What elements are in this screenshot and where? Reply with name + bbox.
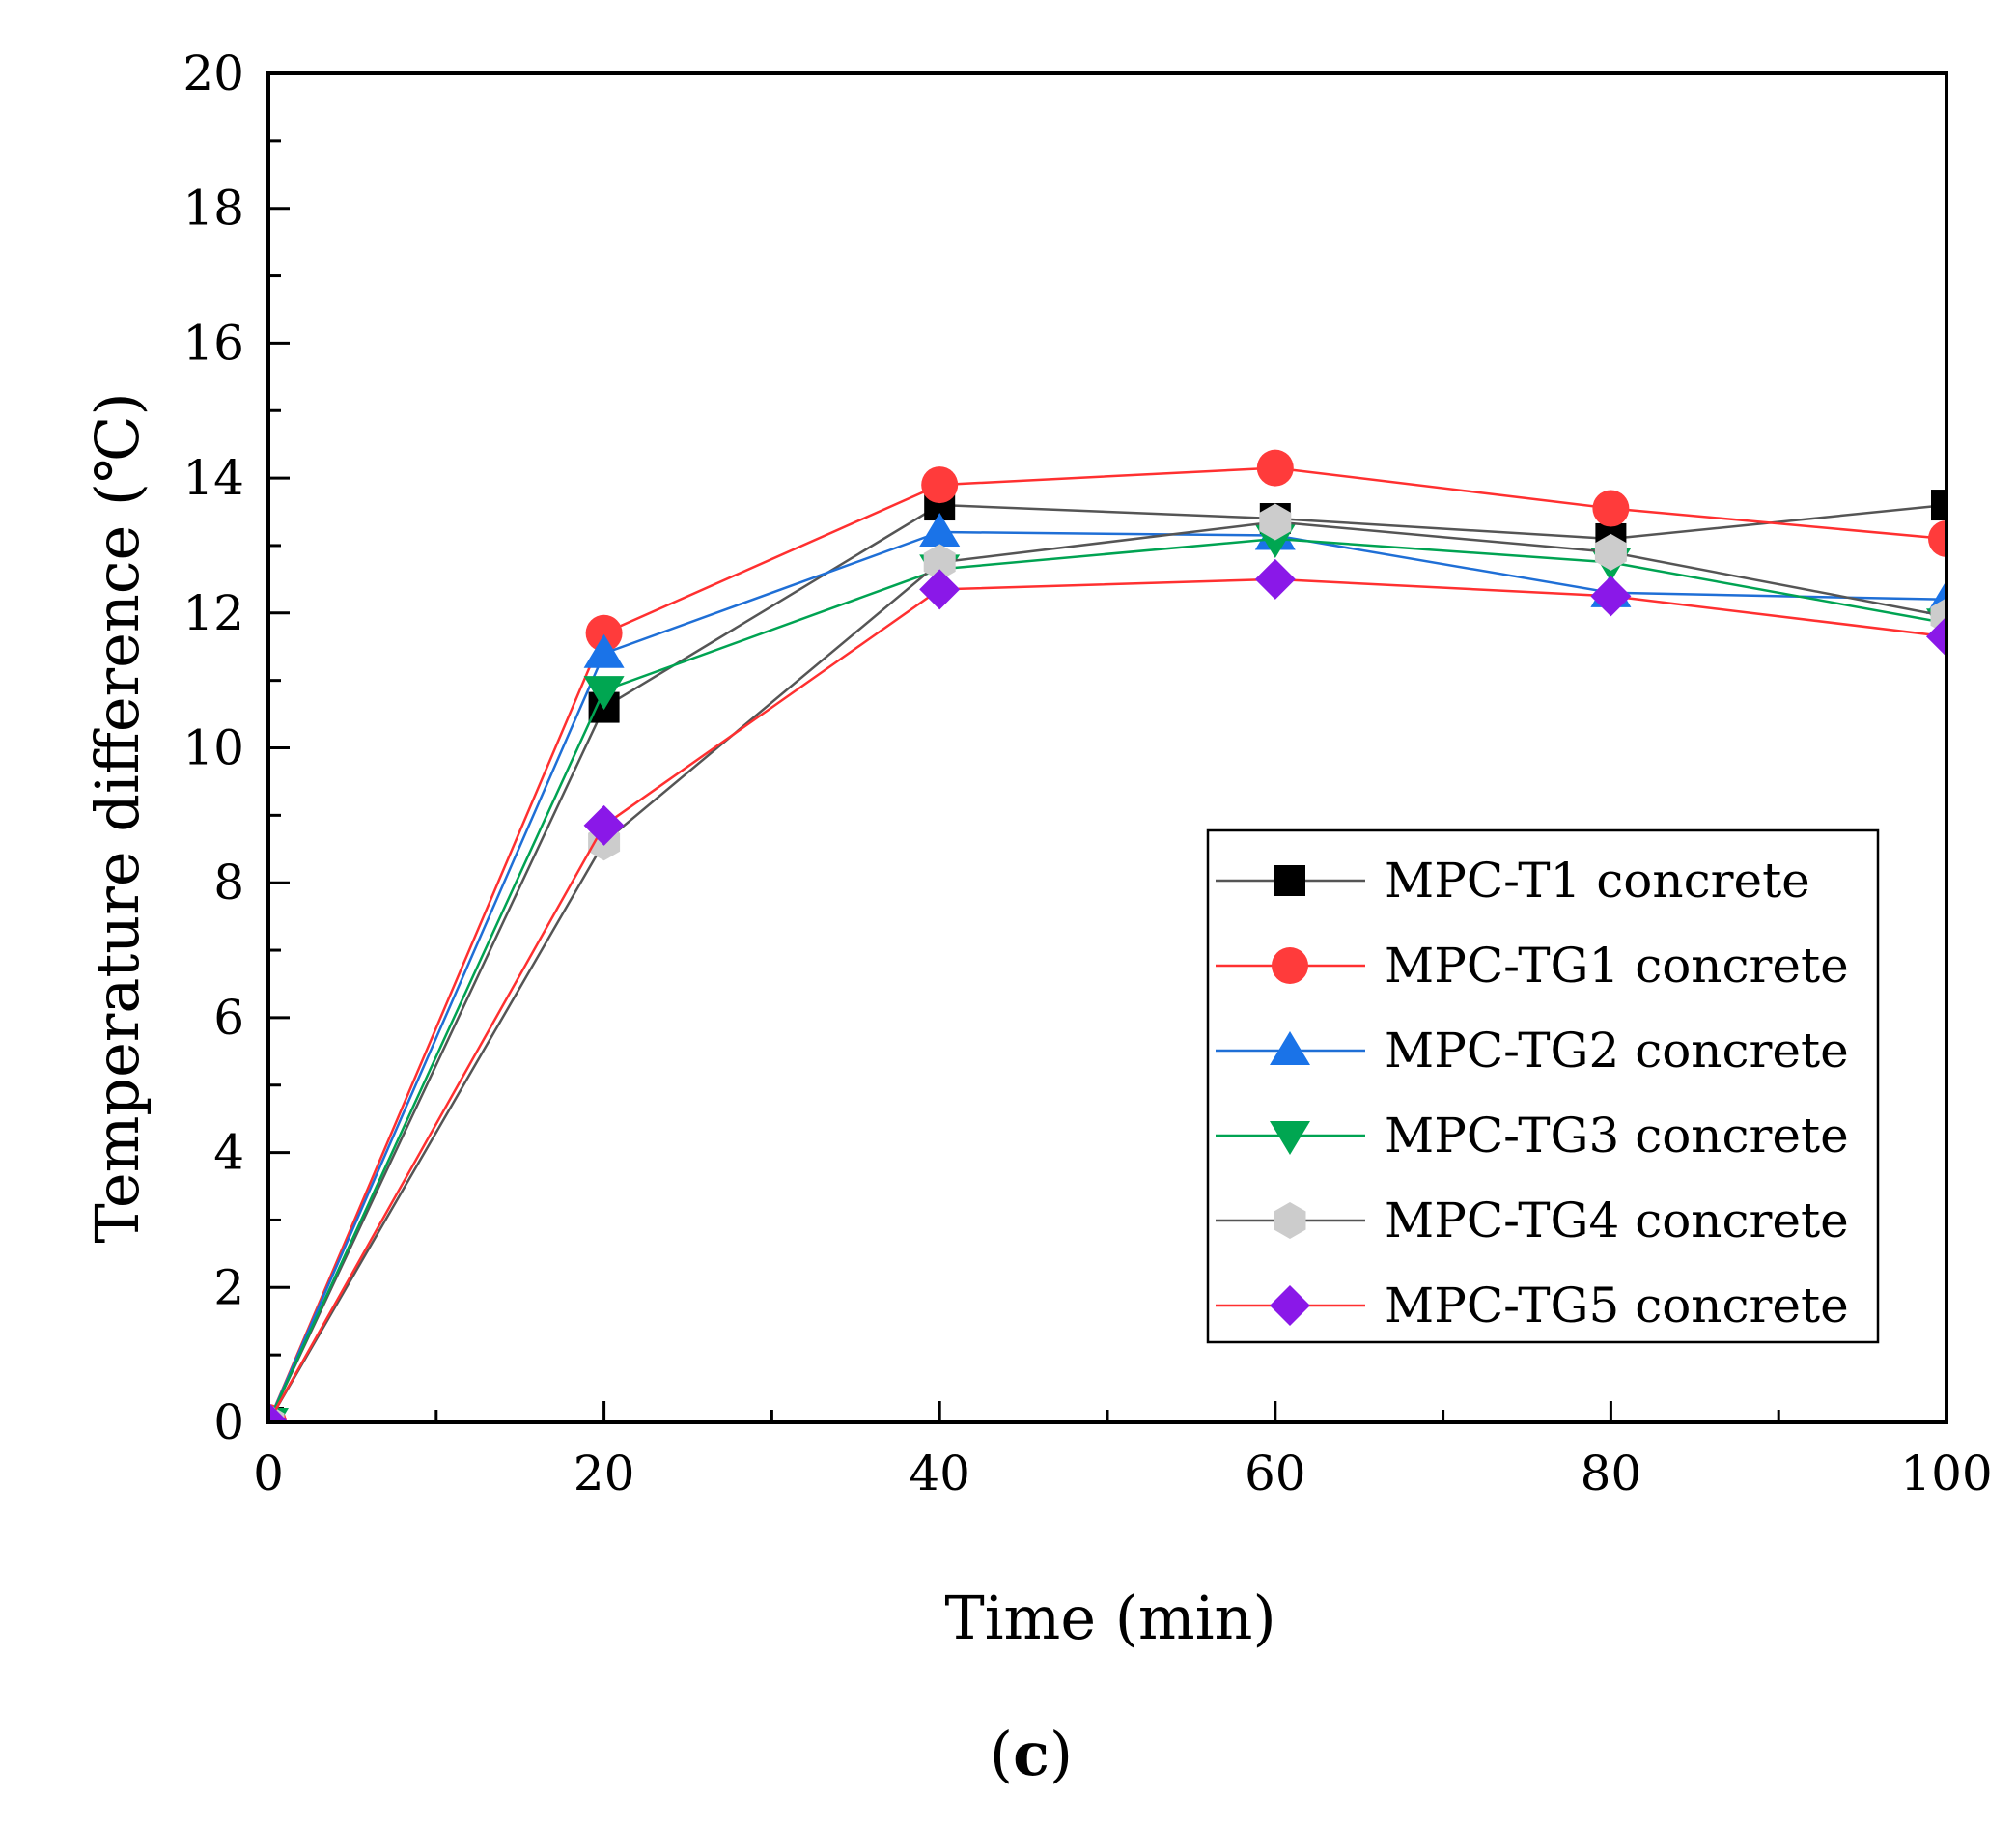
y-axis-title: Temperature difference (℃): [82, 392, 153, 1243]
axes-layer: 0 20 40 60 80 100 0 2 4 6 8 10 12 14 16 18 20: [182, 45, 1992, 1502]
x-axis-title: Time (min): [944, 1583, 1275, 1653]
data-point: [1592, 490, 1630, 527]
data-point: [583, 804, 625, 846]
legend-label: MPC-TG3 concrete: [1385, 1108, 1849, 1164]
series-layer: [268, 449, 1946, 1422]
legend-item-3: MPC-TG2 concrete: [1216, 1023, 1849, 1079]
series-line: [268, 530, 1946, 1422]
series-6: [268, 558, 1946, 1422]
data-point: [585, 614, 623, 652]
panel-label-open: (: [990, 1719, 1013, 1789]
series-line: [268, 537, 1946, 1422]
data-point: [1259, 503, 1292, 541]
data-point: [268, 1402, 289, 1422]
y-tick-label: 18: [182, 181, 244, 237]
series-line: [268, 466, 1946, 1422]
data-point: [583, 633, 625, 668]
legend-label: MPC-TG5 concrete: [1385, 1278, 1849, 1334]
y-tick-label: 6: [213, 990, 244, 1046]
legend-label: MPC-T1 concrete: [1385, 853, 1810, 909]
data-point: [1926, 616, 1946, 658]
data-point: [919, 569, 961, 610]
series-line: [268, 577, 1946, 1422]
data-point: [1590, 576, 1632, 617]
y-tick-label: 4: [213, 1125, 244, 1181]
legend-item-6: MPC-TG5 concrete: [1216, 1278, 1849, 1334]
y-tick-label: 20: [182, 45, 244, 101]
data-point: [1594, 533, 1627, 571]
y-tick-label: 12: [182, 585, 244, 641]
legend-item-4: MPC-TG3 concrete: [1216, 1108, 1849, 1164]
legend-marker: [1274, 1202, 1306, 1239]
x-tick-label: 40: [909, 1446, 970, 1502]
y-tick-label: 0: [213, 1394, 244, 1450]
x-tick-label: 100: [1900, 1446, 1992, 1502]
y-tick-label: 2: [213, 1259, 244, 1315]
legend: MPC-T1 concrete MPC-TG1 concrete MPC-TG2 c…: [1206, 828, 1880, 1344]
y-tick-label: 10: [182, 720, 244, 776]
panel-label-letter: c: [1013, 1719, 1050, 1789]
legend-item-1: MPC-T1 concrete: [1216, 853, 1810, 909]
data-point: [1928, 519, 1946, 557]
x-tick-label: 0: [253, 1446, 284, 1502]
data-point: [1256, 449, 1294, 487]
legend-item-5: MPC-TG4 concrete: [1216, 1193, 1849, 1249]
x-tick-label: 60: [1245, 1446, 1306, 1502]
y-tick-label: 8: [213, 855, 244, 911]
data-point: [919, 512, 961, 547]
panel-label: (c): [990, 1719, 1073, 1789]
legend-label: MPC-TG4 concrete: [1385, 1193, 1849, 1249]
series-line: [268, 503, 1946, 1422]
x-tick-label: 20: [574, 1446, 635, 1502]
legend-marker: [1270, 1121, 1310, 1155]
legend-marker: [1270, 1285, 1310, 1326]
data-point: [1254, 558, 1296, 600]
legend-label: MPC-TG2 concrete: [1385, 1023, 1849, 1079]
data-point: [583, 676, 625, 711]
data-point: [923, 544, 956, 581]
series-line: [268, 520, 1946, 1422]
legend-marker: [1270, 1031, 1310, 1065]
legend-box: [1206, 828, 1880, 1344]
legend-item-2: MPC-TG1 concrete: [1216, 938, 1849, 994]
legend-label: MPC-TG1 concrete: [1385, 938, 1849, 994]
x-tick-label: 80: [1581, 1446, 1642, 1502]
legend-marker: [1274, 865, 1305, 896]
legend-marker: [1272, 947, 1308, 984]
data-point: [1931, 490, 1946, 521]
y-tick-label: 14: [182, 450, 244, 506]
data-point: [921, 466, 959, 504]
y-tick-label: 16: [182, 315, 244, 371]
panel-label-close: ): [1050, 1719, 1073, 1789]
